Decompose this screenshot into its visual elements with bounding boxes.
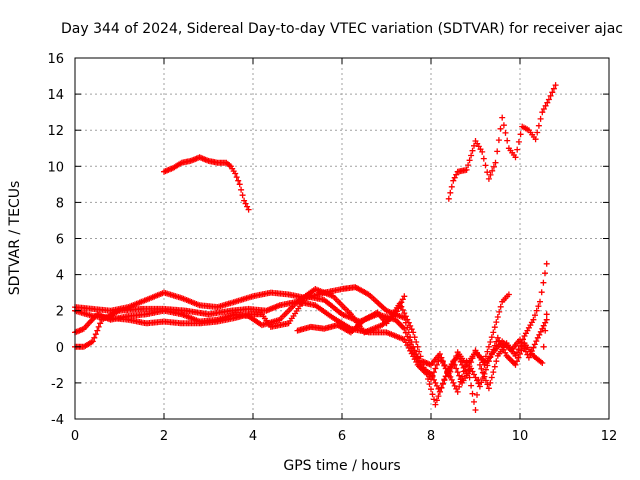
- x-tick-label: 10: [512, 429, 529, 444]
- y-tick-label: 16: [47, 52, 64, 67]
- y-tick-label: 0: [56, 341, 64, 356]
- series-markers: [161, 154, 252, 213]
- y-tick-label: 10: [47, 160, 64, 175]
- y-tick-label: -2: [51, 377, 64, 392]
- series-markers: [294, 291, 512, 379]
- y-tick-label: 6: [56, 233, 64, 248]
- x-tick-label: 4: [249, 429, 257, 444]
- series-arc-5: [294, 291, 512, 379]
- x-tick-label: 2: [160, 429, 168, 444]
- x-tick-label: 0: [71, 429, 79, 444]
- y-tick-label: 14: [47, 88, 64, 103]
- series-arc-7: [445, 82, 559, 202]
- x-tick-label: 8: [427, 429, 435, 444]
- x-axis-label: GPS time / hours: [283, 458, 400, 474]
- chart-title: Day 344 of 2024, Sidereal Day-to-day VTE…: [61, 21, 623, 37]
- series-markers: [445, 82, 559, 202]
- y-tick-label: -4: [51, 413, 64, 428]
- y-tick-label: 12: [47, 124, 64, 139]
- y-axis-label: SDTVAR / TECUs: [7, 181, 23, 296]
- axis-ticks: 0 2 4 6 8 10 12 -4 -2 0 2 4 6 8 10 12 14 16: [47, 52, 617, 444]
- y-tick-label: 8: [56, 196, 64, 211]
- y-tick-label: 4: [56, 269, 64, 284]
- x-tick-label: 12: [601, 429, 618, 444]
- y-tick-label: 2: [56, 305, 64, 320]
- x-tick-label: 6: [338, 429, 346, 444]
- series-arc-6: [161, 154, 252, 213]
